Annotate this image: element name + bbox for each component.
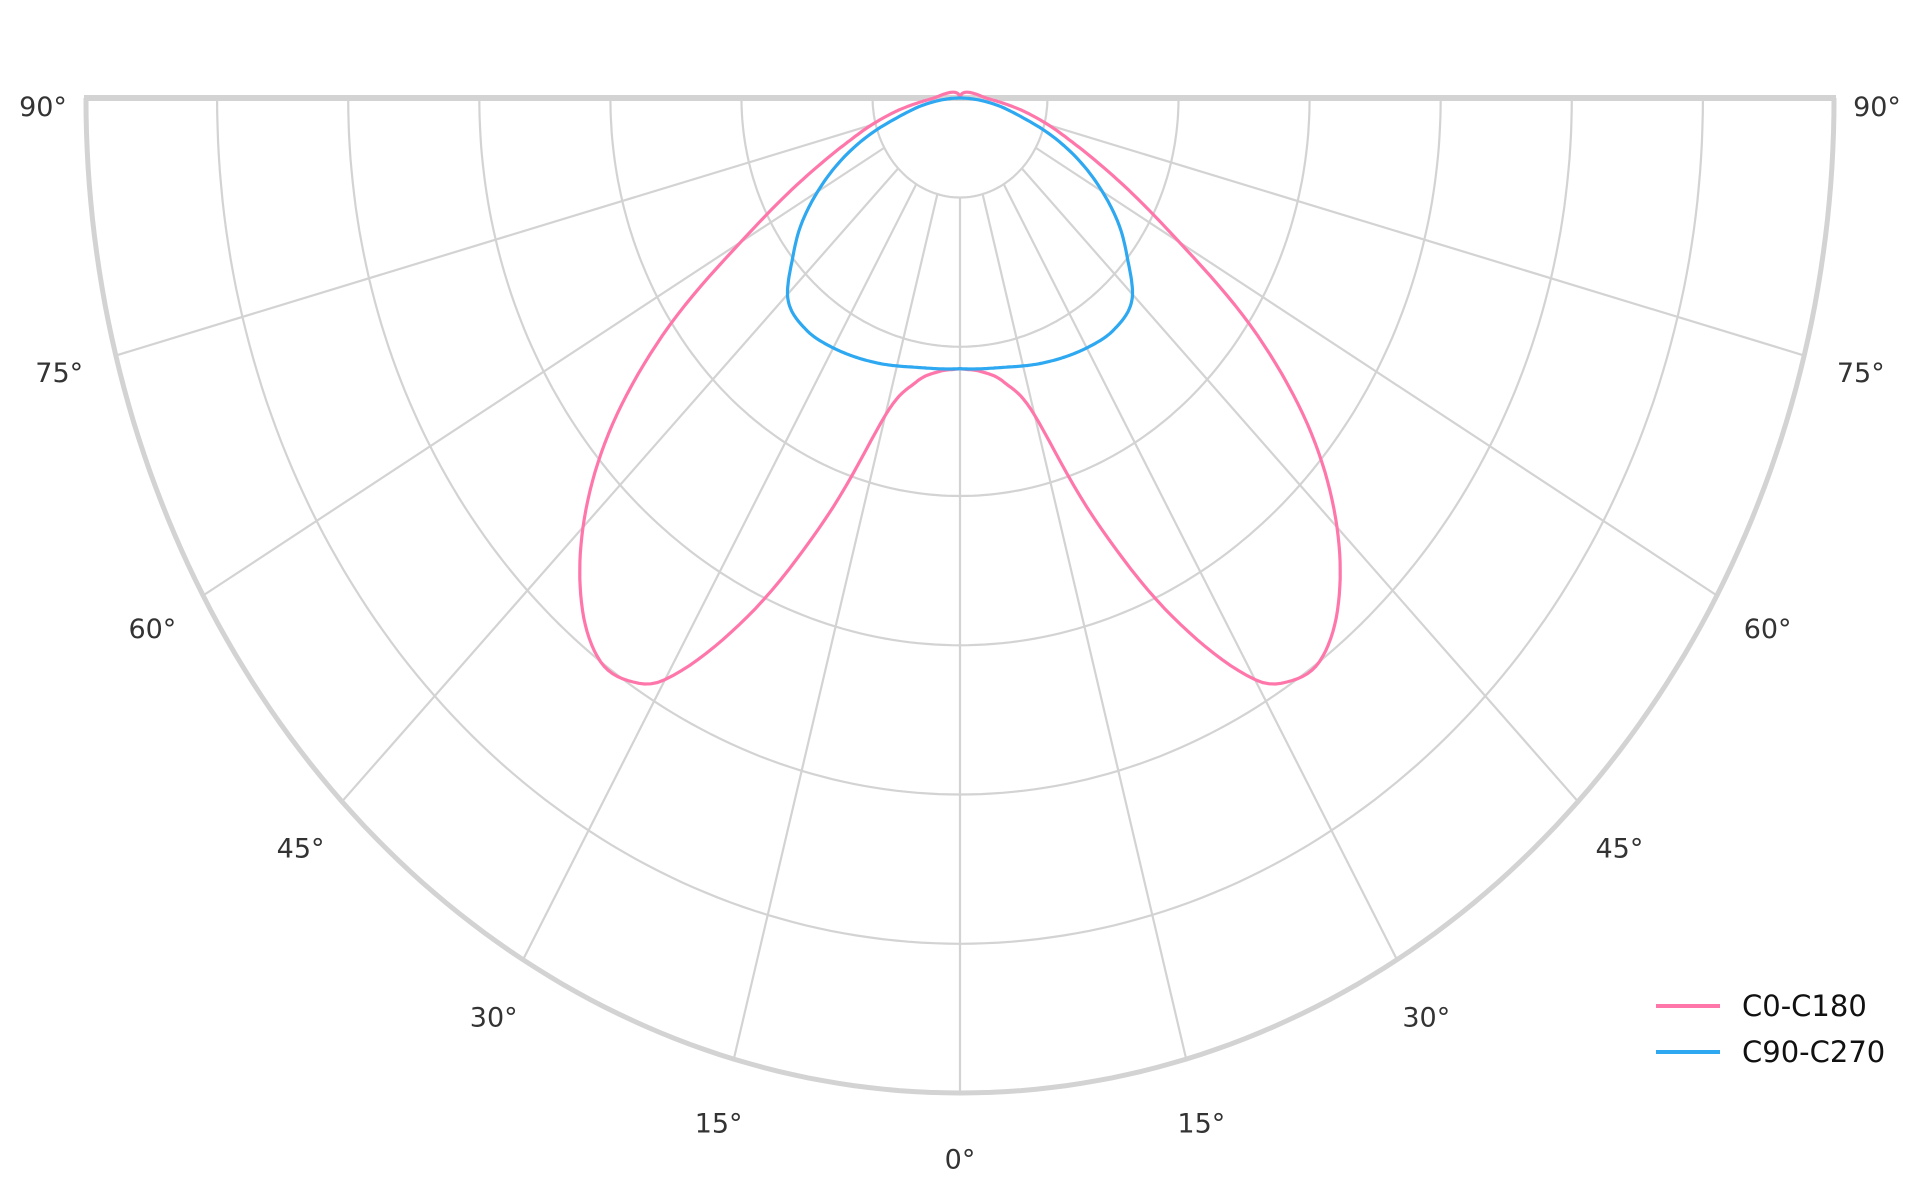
angle-spoke bbox=[341, 167, 900, 803]
angle-spoke bbox=[732, 193, 939, 1060]
angle-spoke bbox=[981, 193, 1188, 1060]
legend: C0-C180 C90-C270 bbox=[1656, 989, 1885, 1069]
angle-tick-label: 75° bbox=[1837, 358, 1885, 389]
angle-tick-label: 90° bbox=[19, 92, 67, 123]
legend-label-c0-c180: C0-C180 bbox=[1742, 989, 1867, 1023]
legend-label-c90-c270: C90-C270 bbox=[1742, 1035, 1885, 1069]
angle-tick-label: 0° bbox=[945, 1145, 976, 1176]
angle-tick-label: 60° bbox=[128, 614, 176, 645]
angle-tick-label: 30° bbox=[470, 1002, 518, 1033]
angle-spoke bbox=[522, 183, 918, 961]
angle-tick-label: 30° bbox=[1402, 1002, 1450, 1033]
angle-tick-label: 15° bbox=[695, 1108, 743, 1139]
series-curve-c90-c270 bbox=[785, 96, 1135, 371]
angle-tick-label: 15° bbox=[1177, 1108, 1225, 1139]
angle-spoke bbox=[1020, 167, 1579, 803]
angle-tick-label: 75° bbox=[35, 358, 83, 389]
angle-spoke bbox=[1044, 122, 1805, 357]
polar-grid bbox=[83, 95, 1837, 1096]
radial-ring bbox=[871, 98, 1049, 199]
angle-tick-label: 60° bbox=[1744, 614, 1792, 645]
angle-tick-label: 45° bbox=[1595, 834, 1643, 865]
angle-tick-labels: 90° 75° 60° 45° 30° 15° 0° 15° 30° 45° 60° 75° 90° bbox=[19, 92, 1901, 1176]
angle-tick-label: 90° bbox=[1853, 92, 1901, 123]
angle-spoke bbox=[115, 122, 876, 357]
angle-spoke bbox=[202, 146, 885, 597]
angle-spoke bbox=[1002, 183, 1398, 961]
series-curves bbox=[578, 90, 1342, 686]
angle-tick-label: 45° bbox=[277, 834, 325, 865]
angle-spoke bbox=[1035, 146, 1718, 597]
